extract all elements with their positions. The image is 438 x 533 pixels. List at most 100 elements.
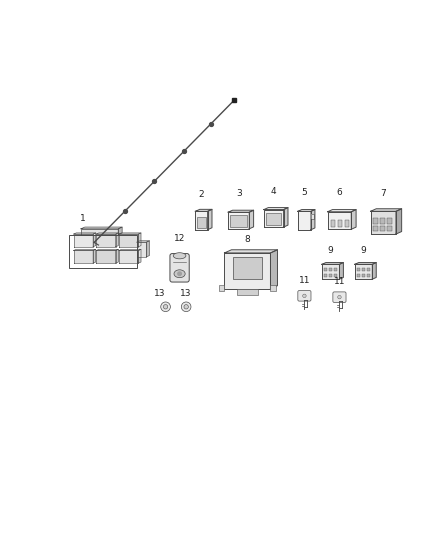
Polygon shape — [74, 234, 93, 247]
Polygon shape — [138, 233, 141, 247]
Polygon shape — [224, 250, 277, 253]
FancyBboxPatch shape — [367, 273, 370, 277]
Text: 11: 11 — [334, 277, 345, 286]
Polygon shape — [96, 234, 116, 247]
Polygon shape — [74, 233, 96, 234]
Text: 5: 5 — [301, 188, 307, 197]
Polygon shape — [298, 211, 311, 230]
Polygon shape — [372, 263, 376, 279]
Text: 13: 13 — [154, 289, 165, 298]
Polygon shape — [119, 234, 138, 247]
Circle shape — [163, 304, 168, 309]
Polygon shape — [264, 209, 283, 227]
FancyBboxPatch shape — [362, 273, 365, 277]
FancyBboxPatch shape — [324, 268, 327, 271]
FancyBboxPatch shape — [270, 285, 276, 292]
Text: 9: 9 — [328, 246, 334, 255]
Polygon shape — [249, 210, 254, 229]
Polygon shape — [371, 209, 402, 211]
Polygon shape — [208, 209, 212, 230]
Polygon shape — [298, 209, 315, 211]
Polygon shape — [74, 251, 93, 263]
Text: 8: 8 — [244, 235, 251, 244]
Polygon shape — [322, 263, 343, 264]
Polygon shape — [93, 233, 96, 247]
FancyBboxPatch shape — [380, 226, 385, 231]
Polygon shape — [81, 229, 118, 235]
Polygon shape — [96, 233, 118, 234]
Text: 9: 9 — [360, 246, 367, 255]
Polygon shape — [371, 211, 396, 234]
Polygon shape — [270, 250, 277, 289]
Ellipse shape — [174, 270, 185, 278]
FancyBboxPatch shape — [329, 268, 332, 271]
Polygon shape — [355, 264, 372, 279]
Text: 13: 13 — [180, 289, 192, 298]
FancyBboxPatch shape — [170, 254, 189, 282]
Polygon shape — [119, 249, 141, 251]
FancyBboxPatch shape — [380, 219, 385, 223]
Circle shape — [303, 294, 306, 297]
FancyBboxPatch shape — [298, 290, 311, 301]
FancyBboxPatch shape — [230, 215, 247, 227]
Text: 11: 11 — [299, 276, 310, 285]
Polygon shape — [137, 241, 149, 242]
Polygon shape — [328, 209, 356, 212]
Circle shape — [161, 302, 170, 312]
Polygon shape — [146, 241, 149, 257]
FancyBboxPatch shape — [334, 268, 337, 271]
Polygon shape — [119, 251, 138, 263]
Polygon shape — [195, 209, 212, 211]
FancyBboxPatch shape — [329, 273, 332, 277]
FancyBboxPatch shape — [331, 220, 335, 227]
FancyBboxPatch shape — [237, 289, 258, 295]
Polygon shape — [264, 207, 288, 209]
FancyBboxPatch shape — [373, 219, 378, 223]
Polygon shape — [119, 233, 141, 234]
FancyBboxPatch shape — [387, 219, 392, 223]
Polygon shape — [322, 264, 339, 279]
Ellipse shape — [173, 253, 186, 259]
Polygon shape — [116, 233, 118, 247]
FancyBboxPatch shape — [219, 285, 224, 292]
FancyBboxPatch shape — [233, 257, 262, 279]
Polygon shape — [311, 209, 315, 230]
Text: 7: 7 — [380, 189, 386, 198]
FancyBboxPatch shape — [338, 220, 342, 227]
Text: 6: 6 — [336, 188, 343, 197]
Text: 3: 3 — [236, 189, 242, 198]
Circle shape — [181, 302, 191, 312]
Polygon shape — [137, 242, 146, 257]
Polygon shape — [355, 263, 376, 264]
Polygon shape — [118, 227, 122, 235]
Polygon shape — [339, 263, 343, 279]
FancyBboxPatch shape — [387, 226, 392, 231]
Polygon shape — [328, 212, 351, 229]
Text: 1: 1 — [80, 214, 86, 223]
Polygon shape — [138, 249, 141, 263]
Text: 4: 4 — [271, 188, 276, 197]
FancyBboxPatch shape — [367, 268, 370, 271]
Polygon shape — [311, 214, 314, 219]
FancyBboxPatch shape — [197, 217, 206, 228]
FancyBboxPatch shape — [362, 268, 365, 271]
Circle shape — [184, 304, 188, 309]
Polygon shape — [396, 209, 402, 234]
FancyBboxPatch shape — [345, 220, 349, 227]
Polygon shape — [81, 227, 122, 229]
FancyBboxPatch shape — [357, 273, 360, 277]
Polygon shape — [351, 209, 356, 229]
Text: 12: 12 — [174, 235, 185, 243]
FancyBboxPatch shape — [373, 226, 378, 231]
FancyBboxPatch shape — [357, 268, 360, 271]
Polygon shape — [224, 253, 270, 289]
Circle shape — [178, 272, 181, 276]
FancyBboxPatch shape — [333, 292, 346, 302]
Polygon shape — [96, 251, 116, 263]
Polygon shape — [228, 210, 254, 212]
Polygon shape — [96, 249, 118, 251]
Polygon shape — [116, 249, 118, 263]
FancyBboxPatch shape — [334, 273, 337, 277]
Polygon shape — [74, 249, 96, 251]
Polygon shape — [283, 207, 288, 227]
